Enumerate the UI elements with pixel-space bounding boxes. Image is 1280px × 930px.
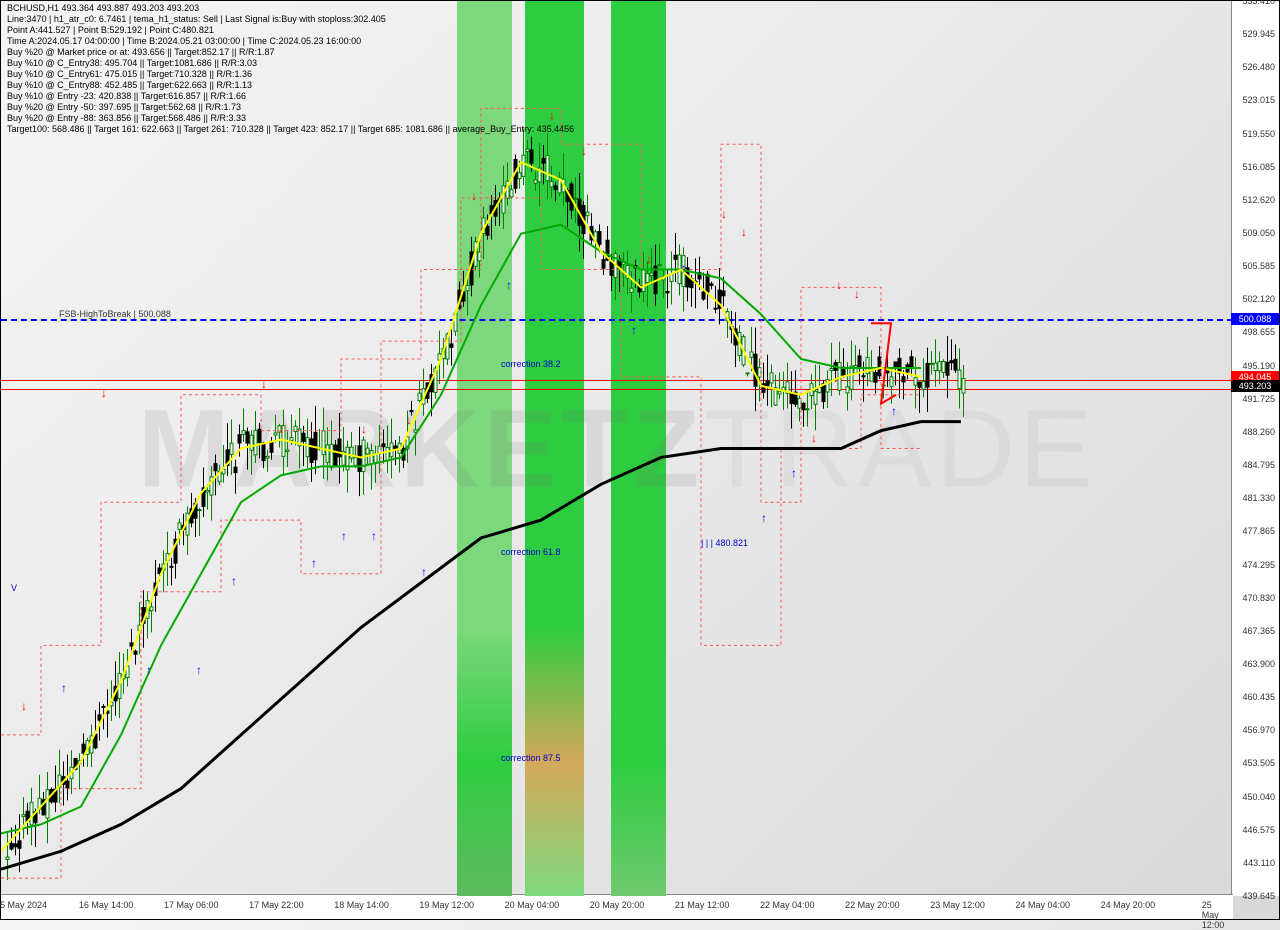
annotation: V <box>11 583 17 593</box>
price-tick: 453.505 <box>1242 758 1275 768</box>
price-tick: 509.050 <box>1242 228 1275 238</box>
annotation: | | | 480.821 <box>701 538 748 548</box>
time-tick: 20 May 04:00 <box>505 900 560 910</box>
time-tick: 21 May 12:00 <box>675 900 730 910</box>
info-line: Buy %10 @ C_Entry88: 452.485 || Target:6… <box>7 80 574 91</box>
price-tick: 516.085 <box>1242 162 1275 172</box>
price-tick: 529.945 <box>1242 29 1275 39</box>
info-line: Buy %10 @ C_Entry38: 495.704 || Target:1… <box>7 58 574 69</box>
price-tick: 481.330 <box>1242 493 1275 503</box>
price-tick: 470.830 <box>1242 593 1275 603</box>
arrow-up-icon: ↑ <box>761 511 767 525</box>
time-tick: 22 May 04:00 <box>760 900 815 910</box>
price-tick: 491.725 <box>1242 394 1275 404</box>
arrow-down-icon: ↓ <box>406 413 412 427</box>
arrow-up-icon: ↑ <box>891 404 897 418</box>
chart-area[interactable]: MARKETZTRADE FSB-HighToBreak | 500.088 c… <box>1 1 1233 896</box>
arrow-up-icon: ↑ <box>791 466 797 480</box>
arrow-up-icon: ↑ <box>231 574 237 588</box>
price-tick: 474.295 <box>1242 560 1275 570</box>
price-marker: 500.088 <box>1231 313 1279 325</box>
time-tick: 17 May 22:00 <box>249 900 304 910</box>
time-tick: 16 May 14:00 <box>79 900 134 910</box>
info-line: Line:3470 | h1_atr_c0: 6.7461 | tema_h1_… <box>7 14 574 25</box>
info-line: Target100: 568.486 || Target 161: 622.66… <box>7 124 574 135</box>
time-tick: 19 May 12:00 <box>419 900 474 910</box>
time-axis: 15 May 2024 16 May 14:00 17 May 06:00 17 Ma… <box>1 894 1233 919</box>
price-tick: 488.260 <box>1242 427 1275 437</box>
arrow-down-icon: ↓ <box>21 699 27 713</box>
arrow-down-icon: ↓ <box>101 386 107 400</box>
arrow-up-icon: ↑ <box>61 681 67 695</box>
candle-chart <box>1 1 1233 896</box>
price-marker: 493.203 <box>1231 380 1279 392</box>
price-tick: 450.040 <box>1242 792 1275 802</box>
price-axis: 533.410 529.945 526.480 523.015 519.550 516.0… <box>1231 1 1279 896</box>
time-tick: 24 May 20:00 <box>1101 900 1156 910</box>
price-tick: 446.575 <box>1242 825 1275 835</box>
arrow-up-icon: ↑ <box>631 323 637 337</box>
info-line: Buy %20 @ Market price or at: 493.656 ||… <box>7 47 574 58</box>
symbol: BCHUSD,H1 <box>7 3 59 13</box>
arrow-down-icon: ↓ <box>581 144 587 158</box>
correction-label: correction 87.5 <box>501 753 561 763</box>
time-tick: 17 May 06:00 <box>164 900 219 910</box>
info-line: Buy %20 @ Entry -88: 363.856 || Target:5… <box>7 113 574 124</box>
arrow-down-icon: ↓ <box>361 422 367 436</box>
info-line: Point A:441.527 | Point B:529.192 | Poin… <box>7 25 574 36</box>
price-tick: 477.865 <box>1242 526 1275 536</box>
price-tick: 443.110 <box>1243 858 1275 868</box>
price-tick: 512.620 <box>1242 195 1275 205</box>
time-tick: 25 May 12:00 <box>1202 900 1225 930</box>
price-tick: 495.190 <box>1242 361 1275 371</box>
arrow-up-icon: ↑ <box>311 556 317 570</box>
time-tick: 15 May 2024 <box>0 900 47 910</box>
arrow-up-icon: ↑ <box>146 663 152 677</box>
arrow-down-icon: ↓ <box>279 422 285 436</box>
arrow-down-icon: ↓ <box>854 287 860 301</box>
price-tick: 467.365 <box>1242 626 1275 636</box>
correction-label: correction 38.2 <box>501 359 561 369</box>
price-tick: 519.550 <box>1242 129 1275 139</box>
arrow-down-icon: ↓ <box>646 252 652 266</box>
correction-label: correction 61.8 <box>501 547 561 557</box>
price-tick: 463.900 <box>1242 659 1275 669</box>
price-tick: 505.585 <box>1242 261 1275 271</box>
price-tick: 460.435 <box>1242 692 1275 702</box>
price-tick: 533.410 <box>1242 0 1275 6</box>
info-line: Time A:2024.05.17 04:00:00 | Time B:2024… <box>7 36 574 47</box>
arrow-down-icon: ↓ <box>836 278 842 292</box>
arrow-down-icon: ↓ <box>721 207 727 221</box>
arrow-up-icon: ↑ <box>341 529 347 543</box>
arrow-down-icon: ↓ <box>811 431 817 445</box>
chart-info-overlay: BCHUSD,H1 493.364 493.887 493.203 493.20… <box>7 3 574 135</box>
price-tick: 526.480 <box>1242 62 1275 72</box>
price-tick: 484.795 <box>1242 460 1275 470</box>
info-line: Buy %10 @ C_Entry61: 475.015 || Target:7… <box>7 69 574 80</box>
price-tick: 498.655 <box>1242 327 1275 337</box>
price-tick: 439.645 <box>1242 891 1275 901</box>
time-tick: 22 May 20:00 <box>845 900 900 910</box>
time-tick: 18 May 14:00 <box>334 900 389 910</box>
arrow-up-icon: ↑ <box>506 278 512 292</box>
symbol-line: BCHUSD,H1 493.364 493.887 493.203 493.20… <box>7 3 574 14</box>
arrow-down-icon: ↓ <box>471 189 477 203</box>
time-tick: 24 May 04:00 <box>1015 900 1070 910</box>
price-tick: 456.970 <box>1242 725 1275 735</box>
time-tick: 20 May 20:00 <box>590 900 645 910</box>
arrow-up-icon: ↑ <box>371 529 377 543</box>
price-tick: 502.120 <box>1242 294 1275 304</box>
info-line: Buy %20 @ Entry -50: 397.695 || Target:5… <box>7 102 574 113</box>
arrow-down-icon: ↓ <box>741 225 747 239</box>
info-line: Buy %10 @ Entry -23: 420.838 || Target:6… <box>7 91 574 102</box>
arrow-down-icon: ↓ <box>261 377 267 391</box>
arrow-up-icon: ↑ <box>196 663 202 677</box>
arrow-up-icon: ↑ <box>681 261 687 275</box>
ohlc: 493.364 493.887 493.203 493.203 <box>62 3 200 13</box>
arrow-up-icon: ↑ <box>421 565 427 579</box>
price-tick: 523.015 <box>1242 95 1275 105</box>
time-tick: 23 May 12:00 <box>930 900 985 910</box>
